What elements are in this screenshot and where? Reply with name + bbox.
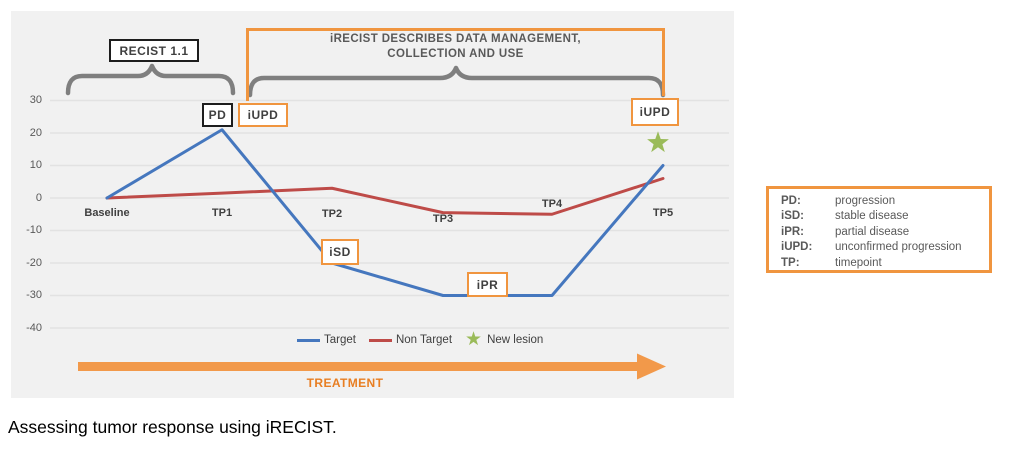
iupd-tp5-annotation-box: iUPD [631,98,679,126]
y-tick-label: -30 [26,289,42,301]
isd-label: iSD [329,245,351,259]
legend-line-swatch [368,338,392,342]
star-icon: ★ [465,329,483,350]
definitions-list: PD: progression iSD: stable disease iPR: part… [781,194,989,271]
x-category-label: TP4 [541,198,563,210]
definition-text: progression [835,195,896,207]
legend-item: ★ New lesion [465,329,544,350]
legend-line-swatch [297,338,320,342]
x-category-label: TP2 [321,208,343,220]
irecist-note-line2: COLLECTION AND USE [387,48,524,60]
iupd-tp1-annotation-box: iUPD [238,103,288,127]
legend-item: Target [297,334,356,346]
definition-row: iPR: partial disease [781,225,989,240]
definition-text: partial disease [835,225,910,238]
chart-legend: Target Non Target ★ New lesion [297,329,556,350]
x-category-label: TP1 [211,207,233,219]
definition-term: iPR: [781,225,804,238]
irecist-note: iRECIST DESCRIBES DATA MANAGEMENT, COLLE… [247,32,664,62]
y-tick-label: 0 [35,191,42,204]
irecist-scope-brace [247,65,666,98]
definition-text: timepoint [835,256,882,269]
treatment-arrow-head [637,353,666,380]
legend-label: Non Target [395,334,453,346]
figure-caption: Assessing tumor response using iRECIST. [8,417,337,437]
definition-row: iSD: stable disease [781,209,989,224]
y-tick-label: -20 [26,256,42,269]
pd-label: PD [208,108,227,122]
y-tick-label: -10 [26,224,42,236]
ipr-annotation-box: iPR [467,272,508,297]
iupd-tp5-label: iUPD [639,105,671,119]
irecist-bracket [246,28,665,101]
x-category-label: TP5 [652,207,674,219]
definition-row: iUPD: unconfirmed progression [781,240,989,255]
legend-label: Target [324,334,356,346]
irecist-note-line1: iRECIST DESCRIBES DATA MANAGEMENT, [329,33,582,45]
recist-scope-brace [65,63,236,96]
definition-text: stable disease [835,210,909,223]
definition-term: iSD: [781,210,804,223]
x-category-label: Baseline [84,207,130,219]
x-category-label: TP3 [432,213,454,225]
isd-annotation-box: iSD [321,239,359,265]
y-tick-label: 30 [29,94,42,106]
iupd-tp1-label: iUPD [247,108,279,122]
y-tick-label: 20 [29,126,42,139]
recist-1-1-box: RECIST 1.1 [109,39,199,62]
y-tick-label: -40 [26,321,42,334]
treatment-label: TREATMENT [306,376,384,390]
recist-1-1-label: RECIST 1.1 [119,43,189,58]
legend-item: Non Target [368,334,453,346]
y-tick-label: 10 [29,159,42,171]
definition-text: unconfirmed progression [835,241,962,254]
definition-row: PD: progression [781,194,989,209]
definition-term: PD: [781,195,801,207]
definition-term: TP: [781,256,800,269]
pd-annotation-box: PD [202,103,233,127]
series-line-target [105,128,665,297]
ipr-label: iPR [476,277,499,292]
definition-term: iUPD: [781,241,813,254]
new-lesion-star [647,131,669,153]
definition-row: TP: timepoint [781,256,989,271]
definitions-box: PD: progression iSD: stable disease iPR: part… [766,186,992,273]
legend-label: New lesion [487,334,544,346]
series-line-non-target [105,177,665,216]
